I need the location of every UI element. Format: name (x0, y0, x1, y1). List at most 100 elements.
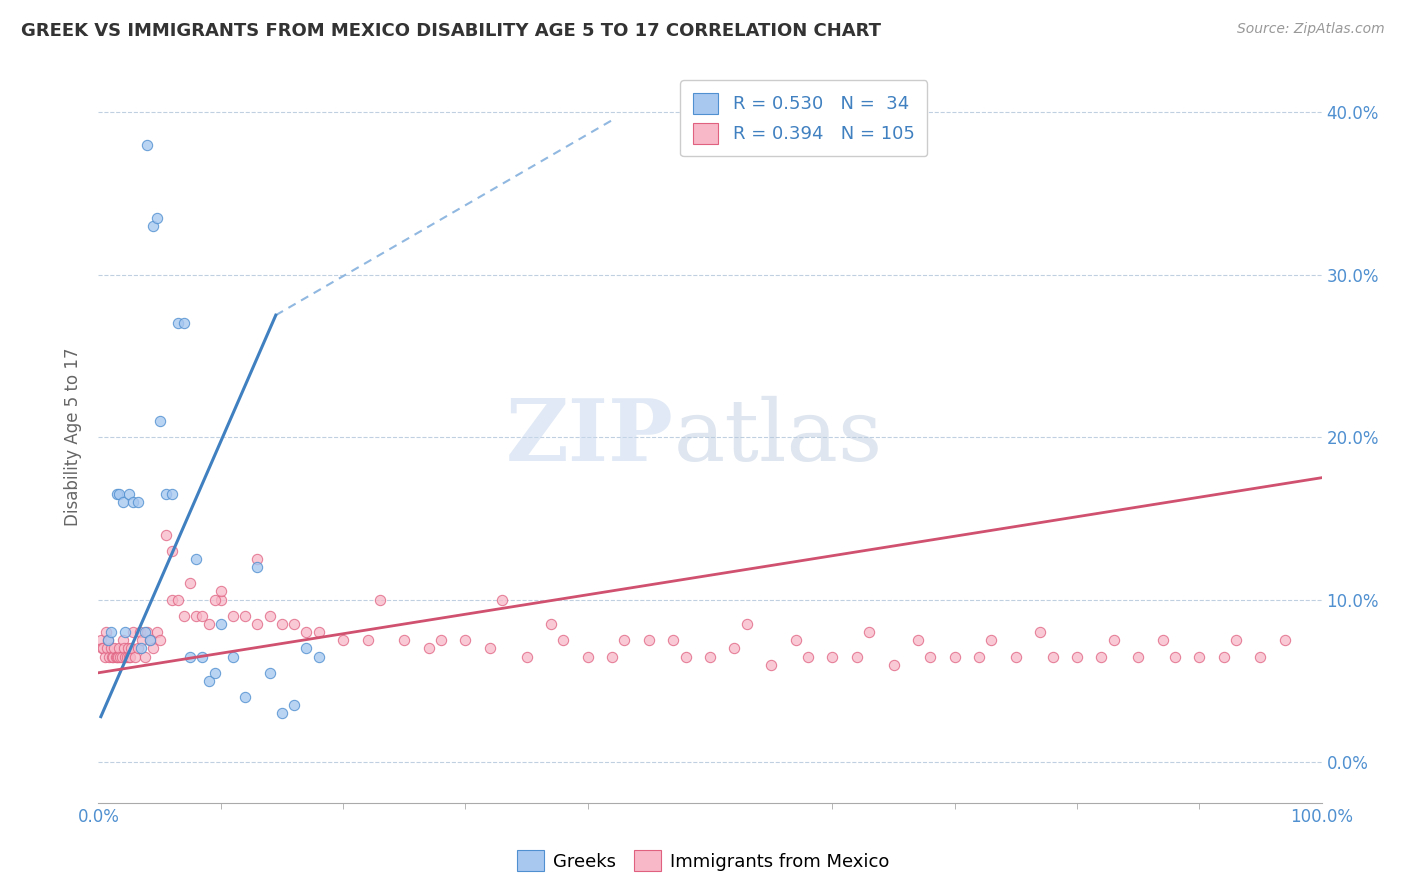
Point (139, 633, 162, 648)
Point (160, 544, 183, 558)
Point (134, 625, 156, 640)
Point (179, 649, 201, 664)
Point (127, 641, 149, 656)
Point (1004, 649, 1026, 664)
Point (553, 633, 575, 648)
Point (101, 649, 124, 664)
Point (332, 633, 354, 648)
Point (117, 641, 139, 656)
Point (91, 641, 114, 656)
Point (920, 649, 942, 664)
Point (186, 552, 208, 566)
Point (98, 649, 121, 664)
Point (121, 495, 143, 509)
Point (191, 608, 214, 623)
Point (283, 698, 305, 713)
Point (103, 641, 125, 656)
Point (797, 649, 820, 664)
Point (478, 641, 501, 656)
Point (308, 649, 330, 664)
Point (1042, 649, 1064, 664)
Point (209, 617, 232, 632)
Point (356, 633, 378, 648)
Point (146, 625, 169, 640)
Point (146, 211, 169, 225)
Point (136, 137, 159, 152)
Point (129, 625, 152, 640)
Point (454, 633, 477, 648)
Point (104, 649, 127, 664)
Point (204, 665, 226, 680)
Point (233, 690, 256, 705)
Point (131, 633, 153, 648)
Point (186, 608, 208, 623)
Point (1090, 649, 1112, 664)
Point (259, 608, 281, 623)
Point (167, 316, 190, 330)
Point (173, 608, 195, 623)
Point (209, 592, 232, 607)
Point (723, 641, 745, 656)
Point (105, 649, 128, 664)
Point (430, 633, 453, 648)
Text: atlas: atlas (673, 395, 883, 479)
Text: Source: ZipAtlas.com: Source: ZipAtlas.com (1237, 22, 1385, 37)
Point (197, 617, 219, 632)
Point (1249, 649, 1271, 664)
Point (637, 633, 661, 648)
Point (93, 649, 115, 664)
Point (90, 633, 112, 648)
Y-axis label: Disability Age 5 to 17: Disability Age 5 to 17 (65, 348, 83, 526)
Text: ZIP: ZIP (506, 395, 673, 479)
Point (155, 487, 177, 501)
Point (149, 633, 172, 648)
Point (1102, 633, 1125, 648)
Point (392, 633, 416, 648)
Point (540, 617, 562, 632)
Point (160, 487, 183, 501)
Point (821, 649, 844, 664)
Point (368, 592, 391, 607)
Point (967, 649, 990, 664)
Point (209, 584, 232, 599)
Point (845, 649, 868, 664)
Point (1066, 649, 1088, 664)
Point (295, 641, 318, 656)
Point (110, 649, 132, 664)
Point (858, 625, 880, 640)
Point (114, 625, 136, 640)
Point (662, 633, 685, 648)
Text: GREEK VS IMMIGRANTS FROM MEXICO DISABILITY AGE 5 TO 17 CORRELATION CHART: GREEK VS IMMIGRANTS FROM MEXICO DISABILI… (21, 22, 882, 40)
Point (108, 487, 131, 501)
Point (101, 649, 124, 664)
Point (1152, 633, 1174, 648)
Point (191, 649, 214, 664)
Point (1274, 633, 1296, 648)
Point (761, 657, 783, 672)
Legend: R = 0.530   N =  34, R = 0.394   N = 105: R = 0.530 N = 34, R = 0.394 N = 105 (681, 80, 928, 156)
Point (97, 633, 120, 648)
Point (270, 617, 294, 632)
Point (97, 633, 120, 648)
Point (155, 527, 177, 541)
Point (576, 649, 599, 664)
Point (259, 665, 281, 680)
Point (491, 592, 513, 607)
Point (222, 649, 245, 664)
Point (246, 552, 269, 566)
Point (179, 576, 201, 591)
Point (1128, 649, 1150, 664)
Point (980, 633, 1002, 648)
Point (118, 649, 141, 664)
Point (283, 617, 305, 632)
Point (136, 625, 159, 640)
Point (197, 673, 219, 688)
Point (111, 649, 134, 664)
Point (118, 487, 141, 501)
Point (100, 641, 122, 656)
Point (675, 649, 697, 664)
Point (120, 649, 142, 664)
Point (112, 641, 135, 656)
Point (139, 633, 162, 648)
Point (167, 592, 190, 607)
